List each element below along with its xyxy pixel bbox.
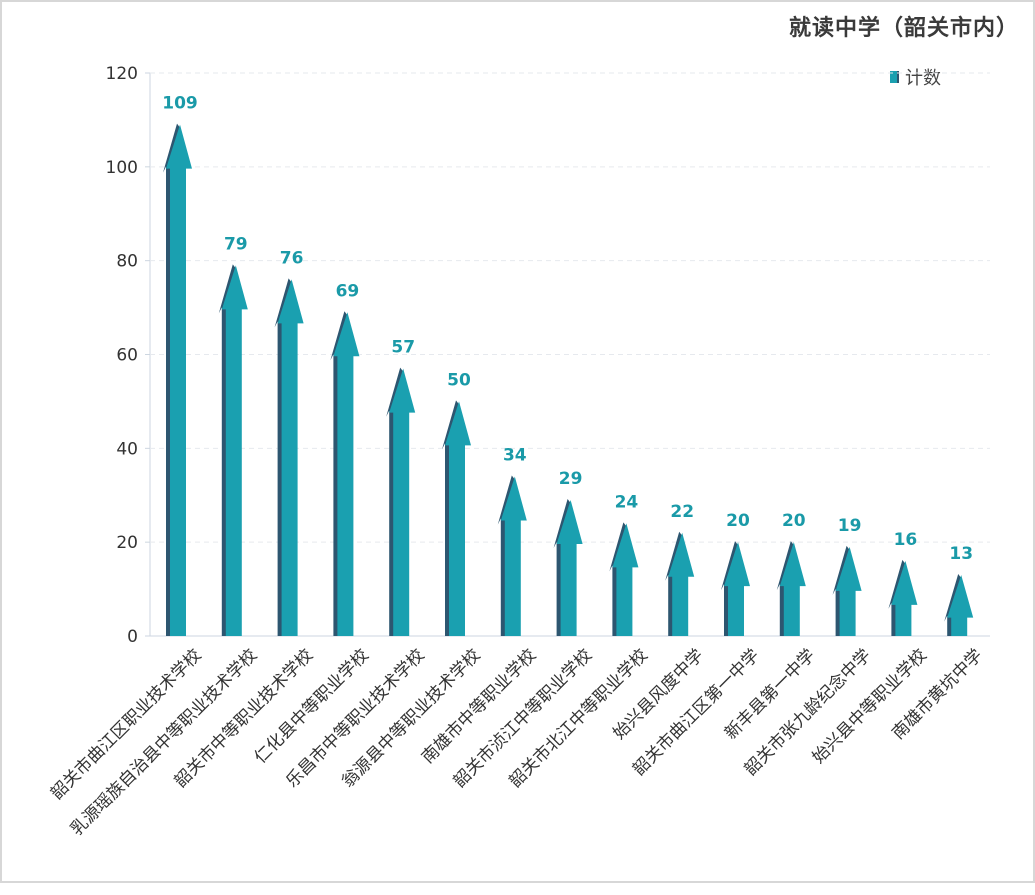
y-tick-label: 80 bbox=[116, 252, 138, 272]
bar-6 bbox=[497, 475, 527, 636]
data-label: 29 bbox=[559, 469, 583, 489]
bar-arrow bbox=[779, 542, 806, 636]
bar-11 bbox=[776, 541, 806, 636]
bar-2 bbox=[274, 278, 304, 636]
bar-7 bbox=[553, 498, 583, 636]
bar-arrow bbox=[500, 476, 527, 636]
y-tick-label: 40 bbox=[116, 439, 138, 459]
bar-arrow bbox=[668, 532, 695, 636]
data-label: 13 bbox=[949, 544, 973, 564]
bar-12 bbox=[832, 545, 862, 636]
bar-arrow bbox=[277, 279, 304, 636]
data-label: 79 bbox=[224, 234, 248, 254]
legend-label: 计数 bbox=[905, 68, 941, 89]
y-tick-label: 60 bbox=[116, 346, 138, 366]
data-label: 109 bbox=[162, 94, 198, 114]
bar-0 bbox=[163, 123, 192, 636]
data-label: 57 bbox=[391, 338, 415, 358]
bar-5 bbox=[442, 400, 471, 636]
data-label: 20 bbox=[782, 511, 806, 531]
chart-title: 就读中学（韶关市内） bbox=[788, 16, 1019, 41]
bar-arrow bbox=[724, 542, 750, 636]
y-tick-label: 0 bbox=[127, 627, 138, 647]
data-label: 69 bbox=[336, 281, 360, 301]
bar-arrow bbox=[612, 523, 639, 636]
legend-swatch bbox=[890, 71, 899, 83]
bar-14 bbox=[944, 574, 974, 636]
bar-8 bbox=[609, 522, 639, 636]
legend[interactable]: 计数 bbox=[890, 64, 941, 90]
bar-10 bbox=[721, 541, 750, 636]
bar-arrow bbox=[221, 265, 248, 636]
data-label: 16 bbox=[894, 530, 918, 550]
bar-arrow bbox=[166, 124, 192, 636]
bar-13 bbox=[888, 559, 918, 636]
bar-arrow bbox=[389, 368, 416, 636]
bar-3 bbox=[330, 311, 360, 636]
bar-1 bbox=[218, 264, 248, 636]
bar-arrow bbox=[891, 560, 918, 636]
data-label: 76 bbox=[280, 248, 304, 268]
data-label: 20 bbox=[726, 511, 750, 531]
bar-9 bbox=[665, 531, 695, 636]
y-tick-label: 120 bbox=[106, 64, 138, 84]
bar-arrow bbox=[333, 312, 360, 636]
bar-arrow bbox=[556, 499, 583, 636]
data-label: 22 bbox=[670, 502, 694, 522]
y-tick-label: 100 bbox=[106, 158, 138, 178]
data-label: 24 bbox=[615, 492, 639, 512]
bar-arrow bbox=[835, 546, 862, 636]
data-label: 34 bbox=[503, 445, 527, 465]
data-label: 50 bbox=[447, 370, 471, 390]
y-tick-label: 20 bbox=[116, 533, 138, 553]
bar-4 bbox=[386, 367, 416, 636]
bar-arrow bbox=[445, 401, 471, 636]
data-label: 19 bbox=[838, 516, 862, 536]
bar-arrow bbox=[947, 575, 974, 636]
